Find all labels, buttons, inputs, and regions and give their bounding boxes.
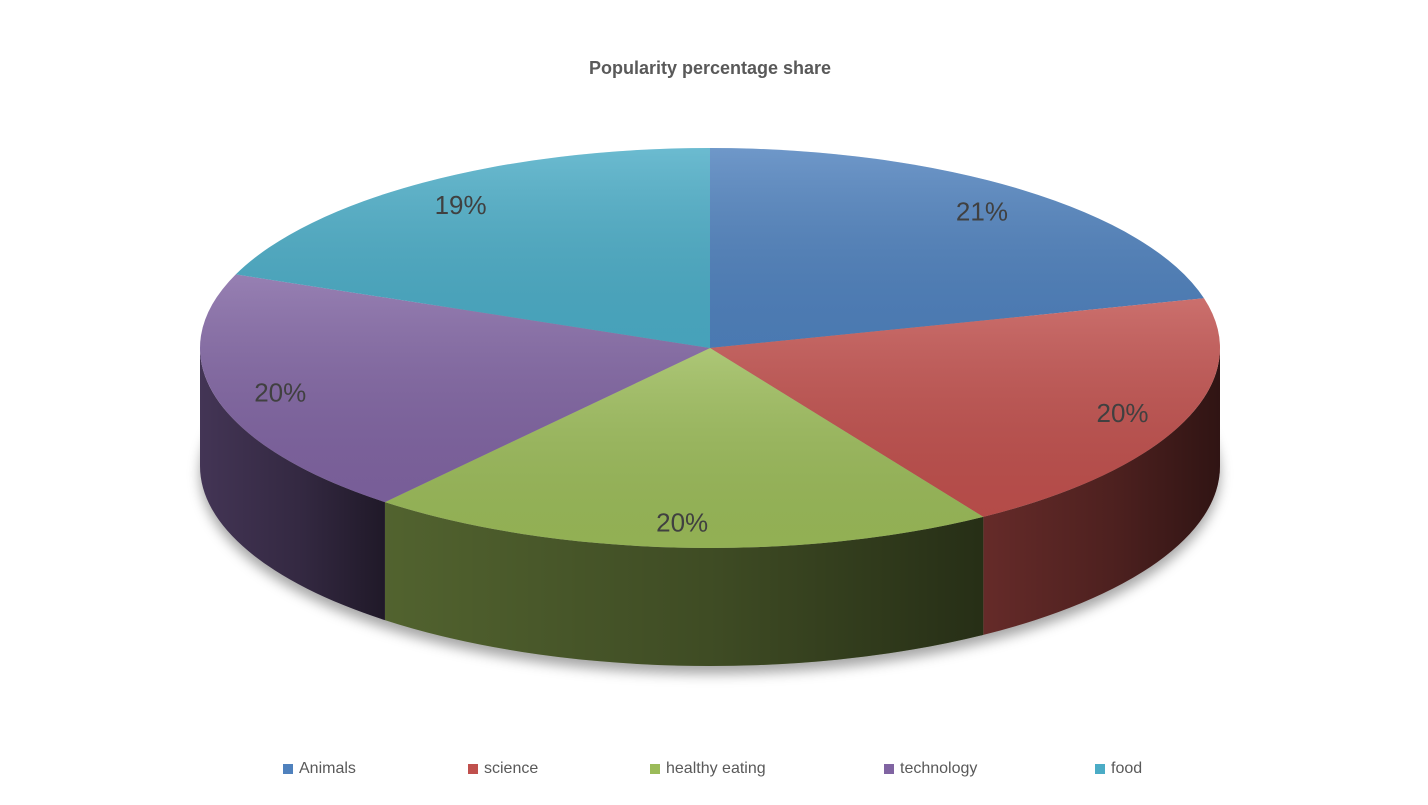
legend-item-healthy-eating: healthy eating bbox=[650, 760, 766, 778]
slice-animals bbox=[710, 148, 1204, 348]
legend-label-healthy-eating: healthy eating bbox=[666, 760, 766, 777]
legend-label-science: science bbox=[484, 760, 539, 777]
data-label-animals: 21% bbox=[956, 197, 1008, 227]
legend-swatch-technology bbox=[884, 764, 894, 774]
legend-item-science: science bbox=[468, 760, 538, 778]
legend-swatch-animals bbox=[283, 764, 293, 774]
legend-label-food: food bbox=[1111, 760, 1143, 777]
legend-label-technology: technology bbox=[900, 760, 978, 777]
legend-swatch-science bbox=[468, 764, 478, 774]
chart-title: Popularity percentage share bbox=[588, 58, 832, 78]
slice-side-science bbox=[983, 348, 1220, 635]
slice-healthy-eating bbox=[384, 348, 984, 548]
legend-item-technology: technology bbox=[884, 760, 977, 778]
legend-swatch-healthy-eating bbox=[650, 764, 660, 774]
data-label-food: 19% bbox=[435, 190, 487, 220]
data-label-technology: 20% bbox=[254, 377, 306, 407]
data-label-science: 20% bbox=[1097, 398, 1149, 428]
legend-swatch-food bbox=[1095, 764, 1105, 774]
legend-item-animals: Animals bbox=[283, 760, 356, 778]
slice-food bbox=[235, 148, 710, 348]
legend-label-animals: Animals bbox=[299, 760, 356, 777]
slice-technology bbox=[199, 274, 710, 503]
slice-science bbox=[710, 298, 1220, 517]
slice-side-technology bbox=[199, 348, 385, 621]
legend: Animals science healthy eating technology fo… bbox=[0, 760, 1428, 784]
slice-side-healthy-eating bbox=[384, 502, 984, 667]
data-label-healthy-eating: 20% bbox=[656, 508, 708, 538]
legend-item-food: food bbox=[1095, 760, 1142, 778]
